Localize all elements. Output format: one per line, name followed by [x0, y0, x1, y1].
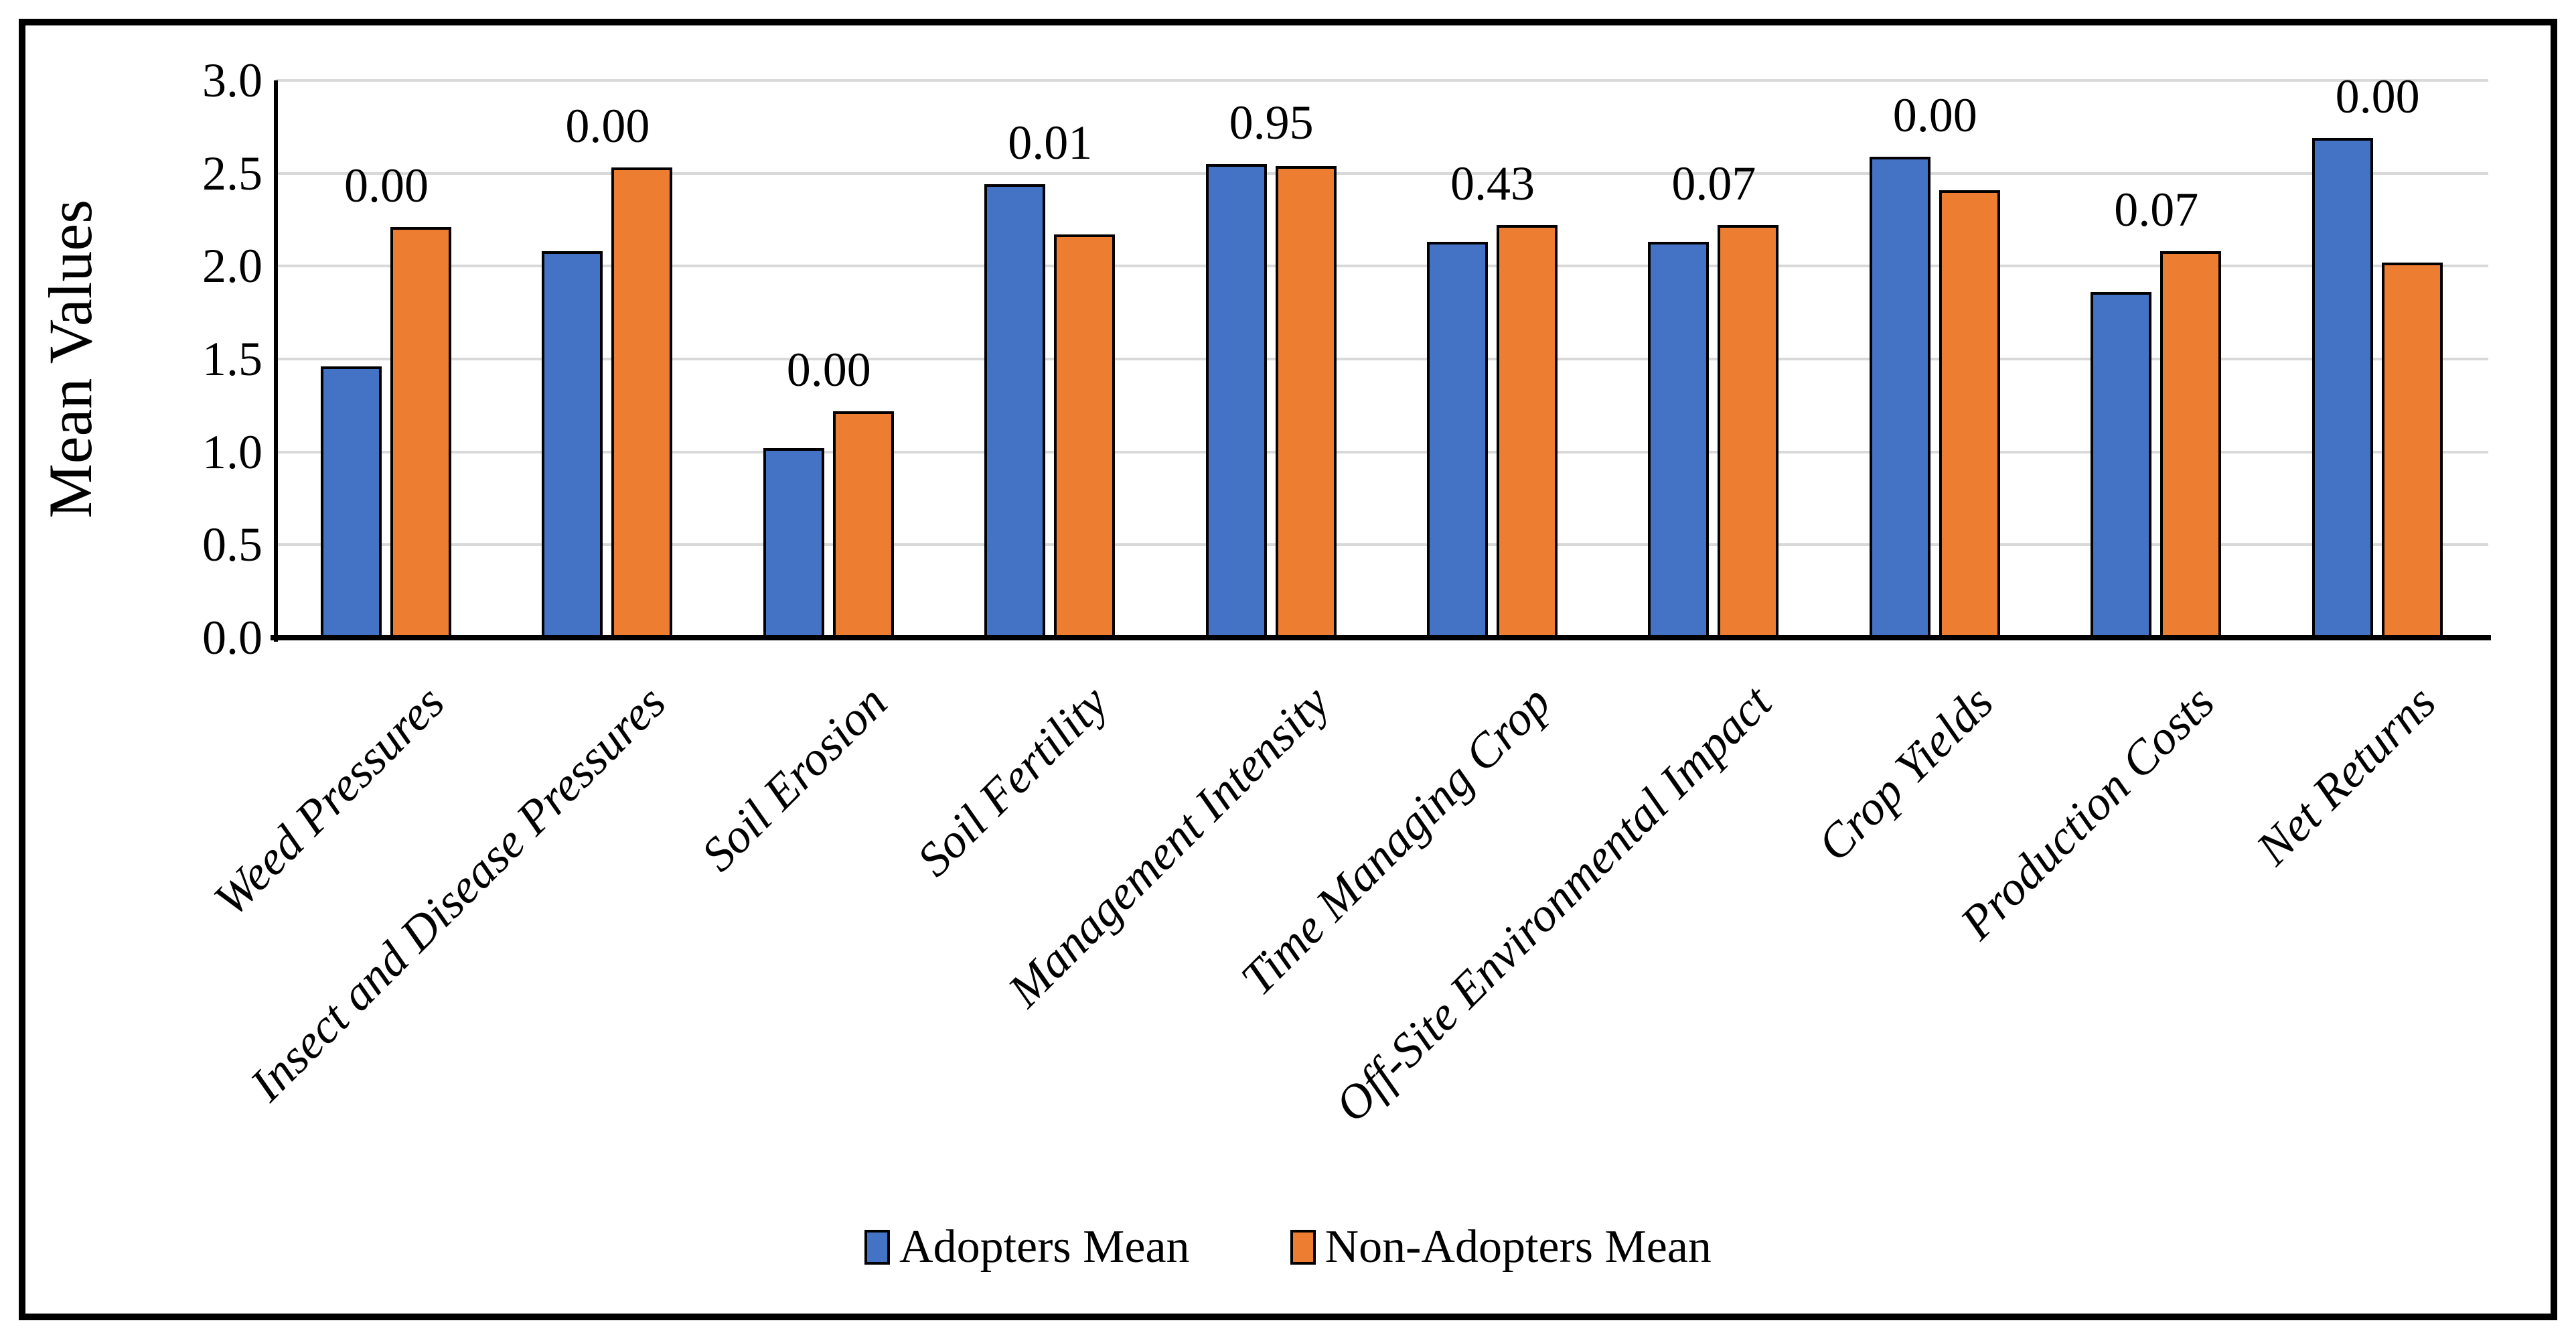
y-tick-label: 2.0	[202, 239, 262, 293]
bar-non-adopters-mean-insect-and-disease-pressures	[611, 167, 673, 638]
bar-non-adopters-mean-soil-fertility	[1054, 234, 1116, 638]
plot-area	[276, 79, 2488, 638]
bar-adopters-mean-time-managing-crop	[1427, 242, 1488, 638]
bar-non-adopters-mean-soil-erosion	[832, 411, 894, 638]
legend-label-non-adopters: Non-Adopters Mean	[1324, 1221, 1712, 1273]
bar-adopters-mean-soil-erosion	[763, 448, 824, 638]
y-tick-label: 3.0	[202, 54, 262, 107]
value-label: 0.00	[786, 342, 871, 397]
value-label: 0.01	[1008, 116, 1093, 170]
gridline	[276, 79, 2488, 82]
gridline	[276, 171, 2488, 175]
bar-adopters-mean-soil-fertility	[984, 184, 1046, 638]
bar-non-adopters-mean-net-returns	[2381, 263, 2443, 638]
legend-label-adopters: Adopters Mean	[899, 1221, 1190, 1273]
chart-frame	[19, 19, 2557, 1320]
value-label: 0.43	[1450, 157, 1535, 211]
bar-adopters-mean-crop-yields	[1869, 157, 1930, 638]
value-label: 0.00	[344, 159, 429, 213]
bar-non-adopters-mean-production-costs	[2160, 251, 2222, 638]
y-tick-label: 0.5	[202, 518, 262, 572]
bar-adopters-mean-production-costs	[2091, 292, 2152, 638]
bar-adopters-mean-insect-and-disease-pressures	[542, 251, 603, 638]
legend-item-adopters: Adopters Mean	[864, 1220, 1190, 1274]
value-label: 0.95	[1229, 95, 1314, 149]
gridline	[276, 358, 2488, 360]
legend-swatch-non-adopters	[1290, 1230, 1316, 1265]
bar-adopters-mean-management-intensity	[1205, 164, 1267, 638]
y-tick-label: 1.5	[202, 332, 262, 386]
bar-non-adopters-mean-crop-yields	[1939, 190, 2000, 638]
legend: Adopters Mean Non-Adopters Mean	[0, 1220, 2576, 1274]
bar-non-adopters-mean-weed-pressures	[390, 227, 451, 638]
x-axis	[271, 635, 2491, 640]
legend-swatch-adopters	[864, 1230, 891, 1265]
value-label: 0.00	[2335, 69, 2420, 123]
bar-adopters-mean-off-site-environmental-impact	[1648, 242, 1710, 638]
bar-non-adopters-mean-time-managing-crop	[1497, 225, 1558, 638]
bar-non-adopters-mean-off-site-environmental-impact	[1718, 225, 1779, 638]
y-tick-label: 0.0	[202, 611, 262, 664]
value-label: 0.07	[1671, 157, 1756, 211]
gridline	[276, 543, 2488, 547]
bar-adopters-mean-net-returns	[2312, 138, 2373, 638]
value-label: 0.00	[1892, 88, 1977, 142]
gridline	[276, 265, 2488, 268]
bar-adopters-mean-weed-pressures	[321, 366, 382, 638]
y-axis-title: Mean Values	[36, 199, 104, 519]
y-tick-label: 1.0	[202, 425, 262, 479]
bar-non-adopters-mean-management-intensity	[1275, 166, 1337, 638]
y-tick-label: 2.5	[202, 146, 262, 200]
y-axis	[274, 80, 278, 642]
gridline	[276, 450, 2488, 453]
value-label: 0.00	[565, 99, 650, 153]
legend-item-non-adopters: Non-Adopters Mean	[1290, 1220, 1712, 1274]
value-label: 0.07	[2114, 183, 2199, 237]
